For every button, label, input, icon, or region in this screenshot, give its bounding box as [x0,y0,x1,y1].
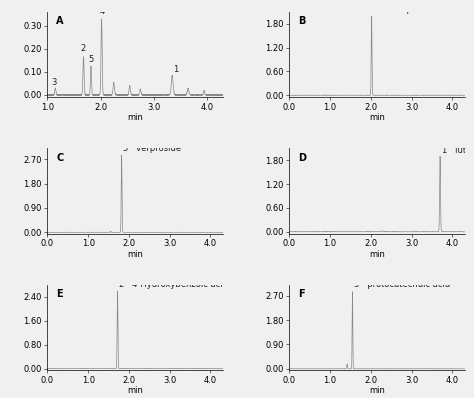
X-axis label: min: min [127,250,143,259]
Text: C: C [56,153,64,163]
X-axis label: min: min [369,113,385,122]
Text: D: D [298,153,306,163]
Text: 1: 1 [173,65,179,74]
Text: 5   verproside: 5 verproside [123,144,182,153]
X-axis label: min: min [127,113,143,122]
Text: A: A [56,16,64,26]
Text: 3   protocatechuic acid: 3 protocatechuic acid [354,280,450,289]
Text: 1   luteolin: 1 luteolin [442,146,474,155]
Text: 3: 3 [52,78,57,87]
Text: E: E [56,289,63,299]
Text: 5: 5 [89,55,94,64]
Text: 4   catalposide: 4 catalposide [373,6,435,14]
Text: B: B [298,16,305,26]
X-axis label: min: min [127,386,143,395]
Text: 2   4-Hydroxybenzoic acid: 2 4-Hydroxybenzoic acid [119,280,228,289]
X-axis label: min: min [369,386,385,395]
Text: 2: 2 [80,44,86,53]
Text: F: F [298,289,305,299]
X-axis label: min: min [369,250,385,259]
Text: 4: 4 [100,7,105,16]
